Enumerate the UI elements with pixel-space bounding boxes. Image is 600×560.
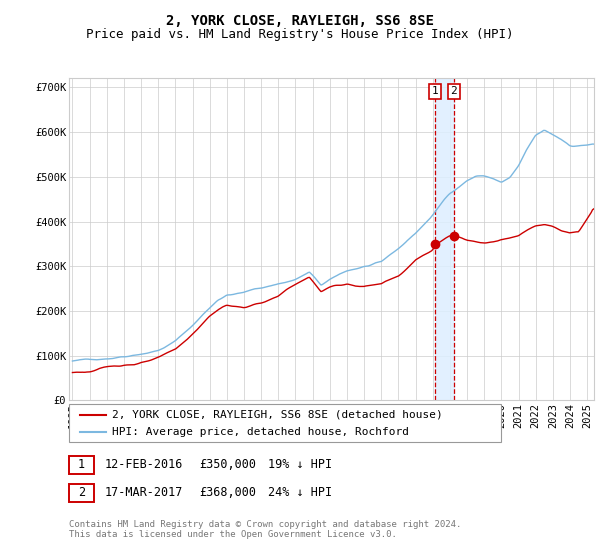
- Text: 24% ↓ HPI: 24% ↓ HPI: [268, 486, 332, 500]
- Bar: [435, 78, 454, 400]
- Text: 1: 1: [78, 458, 85, 472]
- Text: Contains HM Land Registry data © Crown copyright and database right 2024.
This d: Contains HM Land Registry data © Crown c…: [69, 520, 461, 539]
- Text: HPI: Average price, detached house, Rochford: HPI: Average price, detached house, Roch…: [112, 427, 409, 437]
- Text: 17-MAR-2017: 17-MAR-2017: [105, 486, 184, 500]
- Text: 1: 1: [431, 86, 438, 96]
- Text: 12-FEB-2016: 12-FEB-2016: [105, 458, 184, 472]
- Text: 2: 2: [78, 486, 85, 500]
- Text: Price paid vs. HM Land Registry's House Price Index (HPI): Price paid vs. HM Land Registry's House …: [86, 28, 514, 41]
- Text: 2, YORK CLOSE, RAYLEIGH, SS6 8SE: 2, YORK CLOSE, RAYLEIGH, SS6 8SE: [166, 14, 434, 28]
- Text: 19% ↓ HPI: 19% ↓ HPI: [268, 458, 332, 472]
- Text: £368,000: £368,000: [199, 486, 256, 500]
- Text: 2, YORK CLOSE, RAYLEIGH, SS6 8SE (detached house): 2, YORK CLOSE, RAYLEIGH, SS6 8SE (detach…: [112, 410, 443, 420]
- Text: £350,000: £350,000: [199, 458, 256, 472]
- Text: 2: 2: [450, 86, 457, 96]
